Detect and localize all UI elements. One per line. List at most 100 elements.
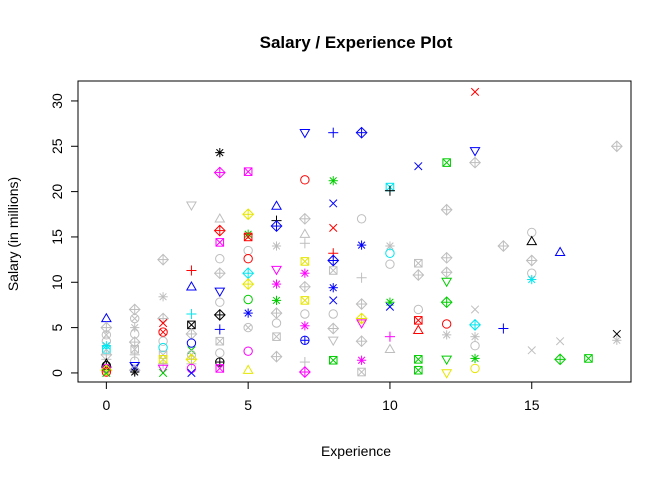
data-point xyxy=(440,296,453,309)
data-point xyxy=(300,257,310,266)
data-point xyxy=(356,214,367,224)
data-point xyxy=(554,246,566,257)
y-axis: 0 5 10 15 20 25 30 xyxy=(49,93,79,377)
data-point xyxy=(270,350,283,363)
data-point xyxy=(414,162,423,171)
data-point xyxy=(385,248,395,258)
data-point xyxy=(187,368,196,378)
y-axis-label: Salary (in millions) xyxy=(5,177,21,291)
data-point xyxy=(329,199,338,208)
data-point xyxy=(298,366,311,378)
data-point xyxy=(158,292,168,302)
plot-area-frame xyxy=(77,80,632,383)
data-point xyxy=(271,265,283,276)
data-point xyxy=(213,224,226,237)
data-point xyxy=(470,332,480,342)
data-point xyxy=(130,367,140,377)
data-point xyxy=(157,312,170,325)
data-point xyxy=(271,200,283,210)
data-point xyxy=(214,212,226,223)
data-point xyxy=(100,312,112,323)
data-point xyxy=(158,327,168,337)
data-point xyxy=(356,240,367,250)
data-point xyxy=(158,336,168,346)
data-point xyxy=(158,358,169,369)
y-tick-label: 0 xyxy=(49,369,65,377)
data-point xyxy=(329,296,338,305)
x-tick-label: 10 xyxy=(382,397,398,413)
data-point xyxy=(215,297,225,307)
data-point xyxy=(186,338,197,348)
data-point xyxy=(414,316,423,325)
data-point xyxy=(129,362,141,372)
data-point xyxy=(327,322,340,335)
data-point xyxy=(271,318,282,328)
data-point xyxy=(272,332,281,341)
data-point xyxy=(243,322,253,333)
data-point xyxy=(329,223,338,233)
data-point xyxy=(469,156,481,169)
x-tick-label: 5 xyxy=(244,397,252,413)
data-point xyxy=(299,129,311,139)
data-point xyxy=(214,324,225,335)
data-point xyxy=(385,297,395,307)
y-tick-label: 25 xyxy=(49,138,65,154)
data-point xyxy=(441,369,453,379)
data-point xyxy=(101,330,112,340)
data-point xyxy=(215,148,225,158)
data-point xyxy=(357,367,366,377)
data-point xyxy=(413,304,424,315)
data-point xyxy=(242,278,255,291)
data-point xyxy=(327,336,339,347)
data-point xyxy=(328,309,338,319)
y-tick-label: 10 xyxy=(49,274,65,290)
data-point xyxy=(440,251,453,264)
data-point xyxy=(355,126,368,139)
x-axis-label: Experience xyxy=(321,443,391,459)
data-point xyxy=(470,353,480,364)
y-tick-label: 5 xyxy=(49,324,65,332)
data-point xyxy=(385,302,395,311)
data-point xyxy=(213,308,226,321)
data-point xyxy=(271,295,282,306)
data-point xyxy=(243,308,253,318)
data-point xyxy=(610,140,623,153)
data-point xyxy=(100,321,113,334)
data-point xyxy=(356,319,368,329)
data-point xyxy=(213,267,226,280)
data-point xyxy=(612,329,621,339)
data-point xyxy=(300,335,310,345)
data-point xyxy=(355,298,368,310)
data-point xyxy=(158,318,168,328)
y-tick-label: 20 xyxy=(49,184,65,200)
data-point xyxy=(300,296,310,305)
data-point xyxy=(526,235,538,246)
data-point xyxy=(243,245,253,256)
data-point xyxy=(270,220,283,233)
data-point xyxy=(243,232,253,242)
data-point xyxy=(385,241,395,251)
data-point xyxy=(158,368,168,378)
data-point xyxy=(185,201,197,212)
data-point xyxy=(412,269,425,281)
data-point xyxy=(355,312,368,325)
data-point xyxy=(414,355,423,364)
data-point xyxy=(187,320,196,330)
data-point xyxy=(440,203,453,216)
data-point xyxy=(584,354,593,363)
data-point xyxy=(527,227,537,238)
data-point xyxy=(129,349,140,360)
data-point xyxy=(440,266,453,279)
data-point xyxy=(299,238,310,249)
data-point xyxy=(128,303,141,316)
data-point xyxy=(186,265,197,276)
data-point xyxy=(328,266,338,275)
data-point xyxy=(441,277,453,288)
data-point xyxy=(185,327,198,340)
data-point xyxy=(243,167,253,176)
data-point xyxy=(214,287,226,298)
data-point xyxy=(328,127,339,138)
data-point xyxy=(328,176,338,186)
data-point xyxy=(414,365,423,375)
